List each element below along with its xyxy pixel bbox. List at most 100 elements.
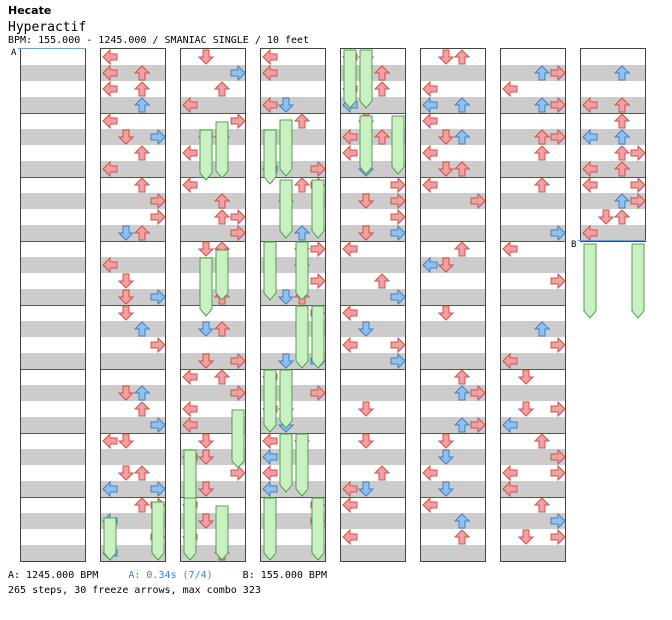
freeze-arrow	[279, 179, 293, 239]
right-arrow-icon	[550, 272, 566, 290]
beat-band	[421, 225, 485, 241]
left-arrow-icon	[582, 224, 598, 242]
measure-line	[341, 369, 405, 370]
beat-band	[341, 385, 405, 401]
chart-column	[100, 48, 166, 562]
measure-line	[261, 433, 325, 434]
measure-line	[261, 497, 325, 498]
freeze-arrow	[279, 119, 293, 177]
freeze-arrow	[231, 409, 245, 469]
beat-band	[501, 257, 565, 273]
down-arrow-icon	[437, 49, 455, 65]
beat-band	[261, 449, 325, 465]
beat-band	[101, 417, 165, 433]
beat-band	[21, 289, 85, 305]
measure-line	[421, 241, 485, 242]
beat-band	[21, 385, 85, 401]
measure-line	[501, 433, 565, 434]
right-arrow-icon	[550, 512, 566, 530]
beat-band	[501, 193, 565, 209]
legend: A: 1245.000 BPM A: 0.34s (7/4) B: 155.00…	[8, 570, 351, 581]
up-arrow-icon	[613, 65, 631, 81]
freeze-arrow	[359, 49, 373, 109]
up-arrow-icon	[533, 129, 551, 145]
right-arrow-icon	[550, 64, 566, 82]
measure-line	[101, 305, 165, 306]
beat-band	[101, 353, 165, 369]
beat-band	[421, 545, 485, 561]
right-arrow-icon	[150, 128, 166, 146]
measure-line	[421, 113, 485, 114]
measure-line	[21, 305, 85, 306]
right-arrow-icon	[390, 288, 406, 306]
beat-band	[101, 321, 165, 337]
beat-band	[501, 161, 565, 177]
up-arrow-icon	[533, 177, 551, 193]
down-arrow-icon	[357, 321, 375, 337]
right-arrow-icon	[230, 352, 246, 370]
up-arrow-icon	[533, 497, 551, 513]
up-arrow-icon	[213, 369, 231, 385]
beat-band	[21, 257, 85, 273]
beat-band	[261, 321, 325, 337]
freeze-arrow	[279, 369, 293, 429]
up-arrow-icon	[133, 65, 151, 81]
beat-band	[181, 257, 245, 273]
chart-column	[580, 48, 646, 242]
beat-band	[21, 321, 85, 337]
beat-band	[261, 161, 325, 177]
beat-band	[341, 257, 405, 273]
left-arrow-icon	[102, 80, 118, 98]
down-arrow-icon	[357, 401, 375, 417]
measure-line	[101, 497, 165, 498]
right-arrow-icon	[310, 384, 326, 402]
down-arrow-icon	[197, 433, 215, 449]
left-arrow-icon	[342, 304, 358, 322]
beat-band	[21, 225, 85, 241]
measure-line	[261, 177, 325, 178]
down-arrow-icon	[117, 465, 135, 481]
right-arrow-icon	[550, 128, 566, 146]
beat-band	[501, 353, 565, 369]
song-title: Hecate	[8, 4, 52, 17]
up-arrow-icon	[533, 65, 551, 81]
up-arrow-icon	[133, 81, 151, 97]
beat-band	[101, 513, 165, 529]
bpm-a-label: A: 1245.000 BPM	[8, 570, 99, 581]
up-arrow-icon	[613, 129, 631, 145]
up-arrow-icon	[133, 497, 151, 513]
up-arrow-icon	[453, 385, 471, 401]
left-arrow-icon	[262, 448, 278, 466]
measure-line	[21, 241, 85, 242]
up-arrow-icon	[453, 241, 471, 257]
right-arrow-icon	[390, 352, 406, 370]
beat-band	[581, 225, 645, 241]
measure-line	[261, 369, 325, 370]
left-arrow-icon	[422, 464, 438, 482]
up-arrow-icon	[613, 209, 631, 225]
left-arrow-icon	[262, 432, 278, 450]
up-arrow-icon	[533, 321, 551, 337]
down-arrow-icon	[357, 193, 375, 209]
measure-line	[21, 497, 85, 498]
measure-line	[501, 369, 565, 370]
measure-line	[21, 113, 85, 114]
up-arrow-icon	[533, 145, 551, 161]
beat-band	[341, 289, 405, 305]
beat-band	[21, 65, 85, 81]
beat-band	[341, 97, 405, 113]
up-arrow-icon	[453, 529, 471, 545]
measure-line	[101, 113, 165, 114]
up-arrow-icon	[213, 81, 231, 97]
freeze-arrow	[263, 129, 277, 185]
down-arrow-icon	[197, 481, 215, 497]
right-arrow-icon	[150, 208, 166, 226]
measure-line	[421, 369, 485, 370]
beat-band	[501, 385, 565, 401]
right-arrow-icon	[550, 224, 566, 242]
beat-band	[261, 225, 325, 241]
measure-line	[501, 113, 565, 114]
right-arrow-icon	[630, 192, 646, 210]
beat-band	[21, 193, 85, 209]
